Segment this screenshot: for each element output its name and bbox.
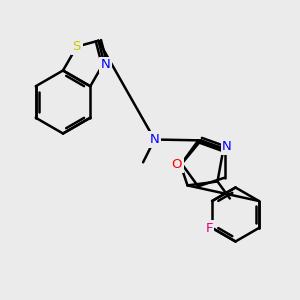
Text: O: O — [172, 158, 182, 172]
Text: S: S — [73, 40, 81, 53]
Text: N: N — [101, 58, 110, 71]
Text: F: F — [206, 221, 213, 235]
Text: N: N — [222, 140, 232, 154]
Text: N: N — [150, 133, 159, 146]
